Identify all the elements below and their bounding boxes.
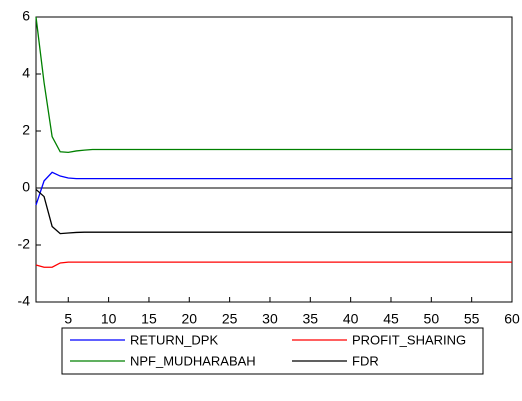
legend: RETURN_DPK PROFIT_SHARING NPF_MUDHARABAH FD…: [62, 328, 483, 374]
x-tick-label: 50: [424, 311, 440, 327]
series-line: [36, 262, 512, 267]
x-tick-label: 35: [303, 311, 319, 327]
y-tick-label: -2: [18, 236, 31, 252]
plot-frame: [36, 17, 512, 302]
x-tick-label: 5: [64, 311, 72, 327]
x-tick-label: 10: [101, 311, 117, 327]
series-line: [36, 189, 512, 233]
legend-label: FDR: [352, 353, 379, 368]
y-tick-label: 0: [22, 179, 30, 195]
chart: -4 -2 0 2 4 6 5 10 15 20 25 30 35 40 45 50 55 60 RETURN_DP…: [0, 0, 522, 401]
y-tick-label: 4: [22, 65, 30, 81]
legend-label: RETURN_DPK: [130, 332, 218, 347]
legend-label: NPF_MUDHARABAH: [130, 353, 256, 368]
y-tick-label: 2: [22, 122, 30, 138]
x-tick-label: 55: [464, 311, 480, 327]
x-tick-label: 25: [222, 311, 238, 327]
x-tick-label: 20: [181, 311, 197, 327]
legend-label: PROFIT_SHARING: [352, 332, 466, 347]
x-tick-label: 30: [262, 311, 278, 327]
y-tick-label: 6: [22, 8, 30, 24]
x-tick-label: 60: [504, 311, 520, 327]
x-tick-label: 40: [343, 311, 359, 327]
y-tick-label: -4: [18, 293, 31, 309]
series-line: [36, 17, 512, 152]
x-tick-label: 45: [383, 311, 399, 327]
series-line: [36, 172, 512, 205]
x-tick-label: 15: [141, 311, 157, 327]
